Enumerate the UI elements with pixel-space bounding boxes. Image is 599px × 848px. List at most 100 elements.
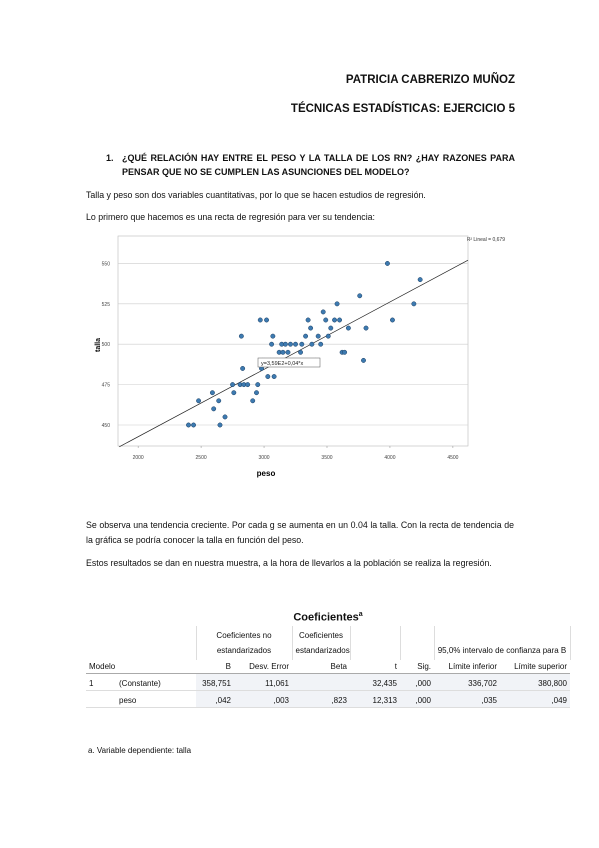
table-title-text: Coeficientes: [293, 611, 359, 624]
point: [257, 317, 263, 323]
y-tick-label: 550: [102, 261, 111, 267]
point: [265, 374, 271, 379]
paragraph: Lo primero que hacemos es una recta de r…: [86, 212, 376, 222]
list-number: 1.: [106, 153, 114, 163]
point: [384, 261, 390, 266]
point: [280, 349, 286, 355]
x-tick-label: 4000: [384, 455, 395, 461]
column-header: t: [350, 660, 400, 674]
point: [230, 382, 236, 388]
point: [196, 398, 202, 404]
x-tick-label: 2500: [196, 455, 207, 461]
table-cell: ,823: [292, 690, 350, 708]
point: [328, 325, 334, 331]
point: [309, 341, 315, 347]
point: [254, 390, 259, 396]
point: [363, 325, 369, 331]
point: [209, 390, 215, 396]
point: [186, 422, 191, 428]
group-header: Coeficientes estandarizados: [292, 626, 351, 660]
point: [308, 325, 314, 331]
x-axis-label: peso: [257, 469, 276, 478]
coefficients-table: Coeficientes no estandarizados Coeficient…: [86, 626, 571, 708]
column-header: B: [196, 660, 234, 674]
author: PATRICIA CABRERIZO MUÑOZ: [345, 74, 515, 86]
column-header: Límite inferior: [434, 660, 500, 674]
point: [361, 357, 366, 363]
point: [288, 341, 293, 347]
question: ¿QUÉ RELACIÓN HAY ENTRE EL PESO Y LA TAL…: [122, 153, 515, 177]
point: [217, 422, 223, 428]
table-cell: 32,435: [350, 673, 400, 691]
table-cell: [86, 690, 116, 708]
fit-line: [119, 259, 469, 448]
point: [191, 422, 196, 428]
table-row: 1 (Constante) 358,751 11,061 32,435,000 336,7…: [86, 673, 570, 691]
table-title: Coeficientesa: [86, 611, 570, 624]
point: [216, 398, 222, 404]
point: [270, 333, 276, 339]
table-cell: peso: [116, 690, 196, 708]
r2-annotation: R² Lineal = 0,679: [467, 237, 505, 243]
table-cell: (Constante): [116, 673, 196, 691]
table-cell: 1: [86, 673, 116, 691]
table-cell: 11,061: [234, 673, 292, 691]
point: [417, 277, 423, 283]
table-cell: ,000: [400, 673, 434, 691]
x-tick-label: 2000: [133, 455, 144, 461]
point: [318, 341, 324, 347]
table-title-note: a: [358, 611, 363, 618]
group-header: Coeficientes no estandarizados: [196, 626, 293, 660]
table-cell: ,035: [434, 690, 500, 708]
column-header: Modelo: [86, 660, 196, 674]
table-cell: ,042: [196, 690, 234, 708]
point: [357, 293, 363, 299]
point: [282, 341, 288, 347]
point: [240, 366, 246, 371]
point: [269, 341, 275, 347]
point: [271, 374, 277, 379]
table-cell: 336,702: [434, 673, 500, 691]
y-tick-label: 500: [102, 342, 111, 348]
column-header: Beta: [292, 660, 350, 674]
column-header: Límite superior: [500, 660, 570, 674]
plot-area: [117, 235, 469, 447]
point: [342, 349, 348, 355]
paragraph: Estos resultados se dan en nuestra muest…: [86, 558, 492, 568]
x-tick-label: 3500: [321, 455, 332, 461]
point: [211, 406, 217, 412]
table-cell: 380,800: [500, 673, 570, 691]
column-header: Sig.: [400, 660, 434, 674]
y-tick-label: 450: [102, 423, 111, 429]
paragraph: Se observa una tendencia creciente. Por …: [86, 520, 514, 545]
point: [231, 390, 237, 396]
table-cell: 12,313: [350, 690, 400, 708]
point: [334, 301, 340, 307]
table-row: peso ,042,003,823 12,313,000,035,049: [86, 690, 570, 708]
point: [411, 301, 417, 307]
equation: y=3,59E2+0,04*x: [261, 361, 303, 367]
point: [238, 333, 244, 339]
point: [303, 333, 309, 339]
y-axis-label: talla: [95, 338, 102, 352]
point: [315, 333, 321, 339]
table-cell: [292, 673, 350, 691]
y-tick-label: 525: [102, 302, 111, 308]
point: [264, 317, 270, 323]
point: [245, 382, 251, 388]
point: [345, 325, 351, 331]
table-footnote: a. Variable dependiente: talla: [88, 746, 192, 755]
point: [323, 317, 329, 323]
equation-box: [257, 357, 321, 368]
point: [325, 333, 331, 339]
point: [390, 317, 395, 323]
point: [255, 382, 261, 388]
y-tick-label: 475: [102, 383, 111, 389]
group-header: 95,0% intervalo de confianza para B: [434, 626, 571, 660]
subject: TÉCNICAS ESTADÍSTICAS: EJERCICIO 5: [290, 103, 515, 115]
point: [285, 349, 291, 355]
x-tick-label: 4500: [447, 455, 458, 461]
point: [222, 414, 228, 420]
x-tick-label: 3000: [258, 455, 269, 461]
